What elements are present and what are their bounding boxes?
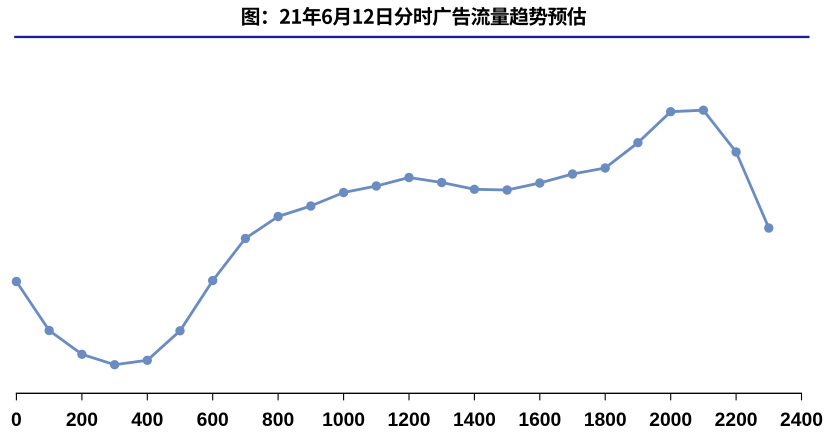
svg-text:800: 800 (262, 410, 294, 431)
svg-text:200: 200 (66, 410, 98, 431)
svg-text:2000: 2000 (649, 410, 692, 431)
svg-text:600: 600 (197, 410, 229, 431)
svg-text:1600: 1600 (518, 410, 561, 431)
svg-text:1200: 1200 (388, 410, 431, 431)
svg-text:1400: 1400 (453, 410, 496, 431)
svg-text:400: 400 (131, 410, 163, 431)
svg-text:2400: 2400 (780, 410, 823, 431)
svg-text:1800: 1800 (584, 410, 627, 431)
svg-text:0: 0 (11, 410, 22, 431)
svg-text:2200: 2200 (715, 410, 758, 431)
svg-text:1000: 1000 (322, 410, 365, 431)
